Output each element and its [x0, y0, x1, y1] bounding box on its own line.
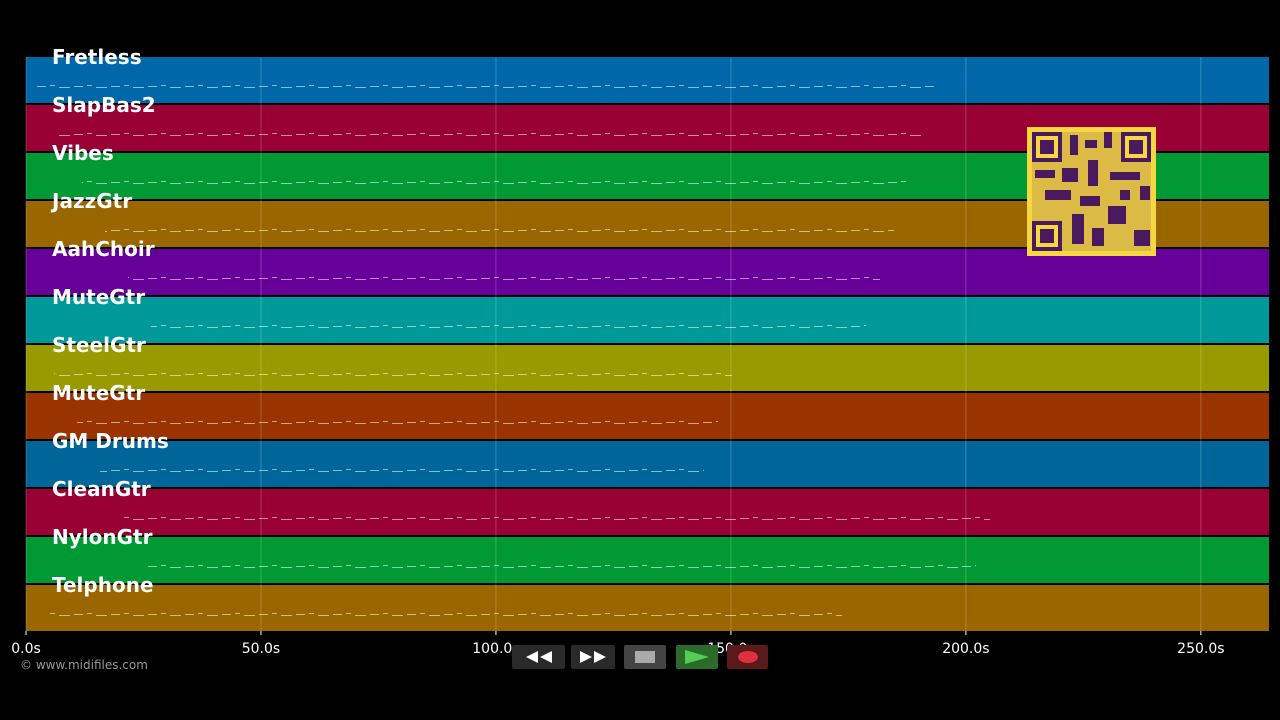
track-band	[26, 489, 1269, 535]
stop-button[interactable]	[624, 645, 666, 669]
track-name: AahChoir	[52, 237, 155, 261]
copyright: © www.midifiles.com	[20, 658, 148, 672]
track-band	[26, 441, 1269, 487]
track-name: NylonGtr	[52, 525, 153, 549]
x-tick-label: 250.0s	[1177, 641, 1224, 657]
play-icon	[685, 650, 709, 664]
track-band	[26, 297, 1269, 343]
track-name: Fretless	[52, 45, 142, 69]
track-notes	[100, 469, 704, 475]
x-tick-label: 50.0s	[242, 641, 280, 657]
track-band	[26, 393, 1269, 439]
track-name: SteelGtr	[52, 333, 146, 357]
track-name: Telphone	[52, 573, 154, 597]
forward-button[interactable]	[571, 645, 615, 669]
track-notes	[59, 133, 922, 139]
rewind-icon	[525, 651, 552, 663]
play-button[interactable]	[676, 645, 718, 669]
record-icon	[737, 651, 758, 663]
x-tick-label: 200.0s	[942, 641, 989, 657]
track-notes	[54, 373, 732, 379]
track-name: MuteGtr	[52, 381, 145, 405]
track-band	[26, 585, 1269, 631]
track-notes	[36, 85, 936, 91]
track-name: SlapBas2	[52, 93, 156, 117]
track-notes	[82, 181, 908, 187]
track-name: Vibes	[52, 141, 114, 165]
rewind-button[interactable]	[512, 645, 565, 669]
track-notes	[77, 421, 718, 427]
track-notes	[49, 613, 842, 619]
x-tick-label: 0.0s	[11, 641, 41, 657]
track-notes	[128, 277, 880, 283]
track-notes	[123, 517, 990, 523]
track-band	[26, 249, 1269, 295]
track-notes	[146, 565, 976, 571]
track-band	[26, 537, 1269, 583]
track-name: MuteGtr	[52, 285, 145, 309]
x-tick-label: 100.0s	[472, 641, 519, 657]
track-notes	[105, 229, 894, 235]
record-button[interactable]	[727, 645, 768, 669]
track-name: CleanGtr	[52, 477, 151, 501]
track-notes	[151, 325, 866, 331]
track-band	[26, 345, 1269, 391]
track-name: GM Drums	[52, 429, 169, 453]
track-name: JazzGtr	[50, 189, 132, 213]
track-band	[26, 57, 1269, 103]
stop-icon	[635, 651, 655, 663]
qr-code	[1027, 127, 1156, 256]
forward-icon	[580, 651, 606, 663]
